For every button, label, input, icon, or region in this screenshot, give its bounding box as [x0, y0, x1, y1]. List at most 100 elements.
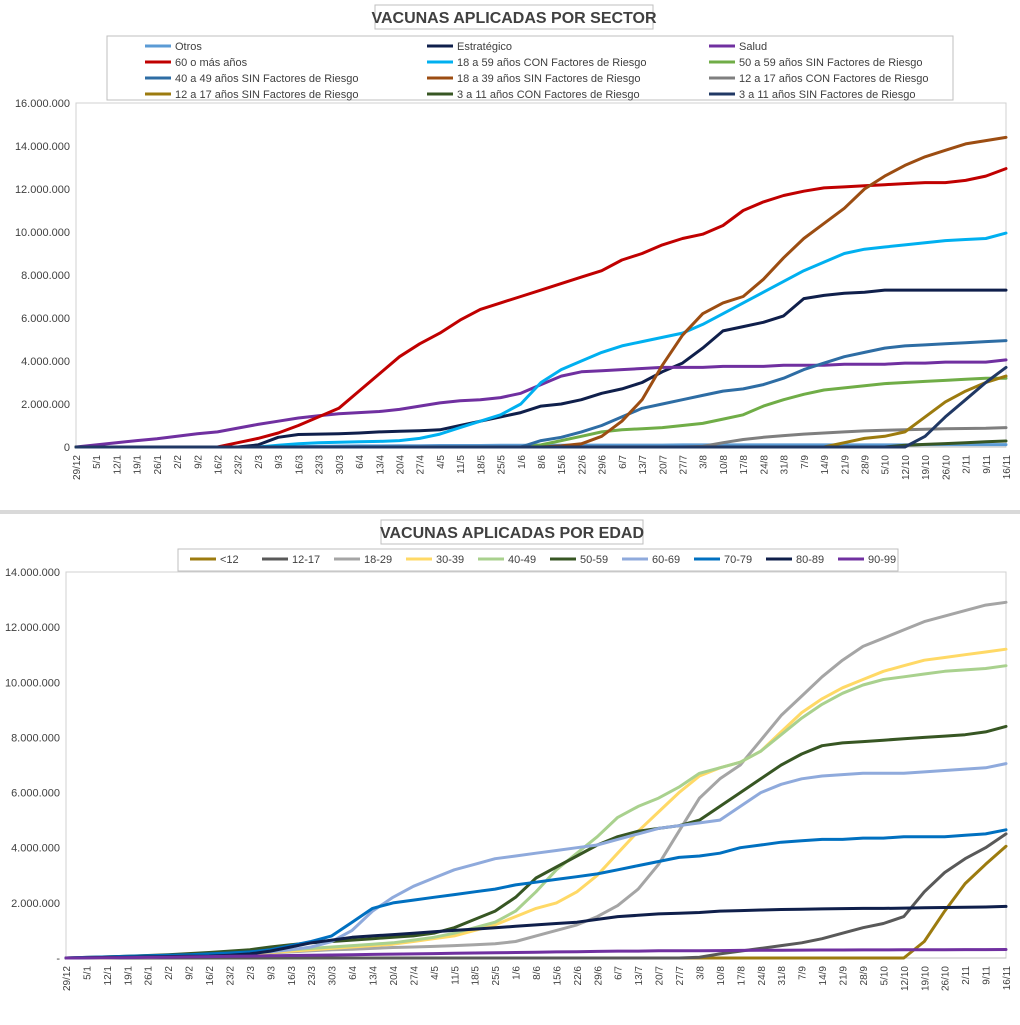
y-tick-label: 10.000.000 [5, 677, 60, 689]
x-tick-label: 31/8 [780, 455, 791, 475]
x-tick-label: 26/10 [941, 455, 952, 480]
x-tick-label: 12/10 [901, 455, 912, 480]
legend-label: 12 a 17 años CON Factores de Riesgo [739, 73, 929, 85]
x-tick-label: 20/7 [658, 455, 669, 475]
x-tick-label: 9/3 [274, 455, 285, 469]
y-tick-label: 12.000.000 [5, 622, 60, 634]
legend-label: Otros [175, 41, 202, 53]
x-tick-label: 27/4 [416, 455, 427, 475]
x-tick-label: 23/3 [307, 966, 318, 986]
x-tick-label: 13/7 [638, 455, 649, 475]
legend-label: 18-29 [364, 554, 392, 566]
x-tick-label: 13/4 [369, 966, 380, 986]
plot-area [75, 102, 1007, 448]
x-tick-label: 18/5 [476, 455, 487, 475]
x-tick-label: 14/9 [820, 455, 831, 475]
x-tick-label: 27/7 [675, 966, 686, 986]
x-tick-label: 9/11 [982, 966, 993, 985]
x-tick-label: 8/6 [532, 966, 543, 980]
x-tick-label: 8/6 [537, 455, 548, 469]
x-tick-label: 15/6 [552, 966, 563, 986]
x-tick-label: 5/10 [879, 966, 890, 986]
x-tick-label: 6/7 [614, 966, 625, 980]
chart-title: VACUNAS APLICADAS POR EDAD [380, 525, 644, 542]
legend-label: 60-69 [652, 554, 680, 566]
x-tick-label: 29/6 [598, 455, 609, 475]
legend-label: 3 a 11 años SIN Factores de Riesgo [739, 89, 916, 101]
x-tick-label: 4/5 [436, 455, 447, 469]
legend-label: 3 a 11 años CON Factores de Riesgo [457, 89, 640, 101]
legend-label: Estratégico [457, 41, 512, 53]
x-tick-label: 30/3 [335, 455, 346, 475]
y-tick-label: 0 [64, 442, 70, 454]
x-tick-label: 2/3 [246, 966, 257, 980]
y-tick-label: 8.000.000 [11, 732, 60, 744]
legend-label: 80-89 [796, 554, 824, 566]
x-tick-label: 11/5 [456, 455, 467, 474]
x-tick-label: 17/8 [736, 966, 747, 986]
legend-label: 50-59 [580, 554, 608, 566]
x-tick-label: 14/9 [818, 966, 829, 986]
chart-title: VACUNAS APLICADAS POR SECTOR [371, 10, 657, 27]
legend-label: 40-49 [508, 554, 536, 566]
x-tick-label: 20/7 [655, 966, 666, 986]
legend-box [106, 35, 954, 101]
x-tick-label: 9/2 [185, 966, 196, 980]
x-tick-label: 26/10 [941, 966, 952, 991]
legend-label: 70-79 [724, 554, 752, 566]
x-tick-label: 2/2 [164, 966, 175, 980]
sector-chart: VACUNAS APLICADAS POR SECTOR Otros Estraté… [0, 0, 1020, 510]
x-tick-label: 29/6 [593, 966, 604, 986]
x-tick-label: 16/11 [1002, 966, 1013, 991]
x-tick-label: 28/9 [859, 966, 870, 986]
y-tick-label: 14.000.000 [15, 141, 70, 153]
chart-title-box [374, 4, 654, 30]
x-tick-label: 15/6 [557, 455, 568, 475]
x-tick-label: 16/3 [287, 966, 298, 986]
x-tick-label: 18/5 [471, 966, 482, 986]
y-tick-label: 2.000.000 [11, 898, 60, 910]
x-tick-label: 25/5 [497, 455, 508, 475]
x-tick-label: 17/8 [739, 455, 750, 475]
y-tick-label: 10.000.000 [15, 227, 70, 239]
x-tick-label: 1/6 [517, 455, 528, 469]
x-tick-label: 13/4 [375, 455, 386, 475]
x-tick-label: 19/1 [133, 455, 144, 475]
x-tick-label: 22/6 [577, 455, 588, 475]
series-line [64, 828, 1008, 960]
legend-label: <12 [220, 554, 239, 566]
x-tick-label: 26/1 [144, 966, 155, 986]
y-tick-label: 6.000.000 [21, 313, 70, 325]
series-line [64, 724, 1008, 960]
y-tick-label: 6.000.000 [11, 788, 60, 800]
x-tick-label: 6/7 [618, 455, 629, 469]
x-tick-label: 10/8 [716, 966, 727, 986]
y-tick-label: 4.000.000 [21, 356, 70, 368]
x-tick-label: 6/4 [355, 455, 366, 469]
x-tick-label: 16/2 [205, 966, 216, 986]
x-tick-label: 1/6 [512, 966, 523, 980]
legend-label: 90-99 [868, 554, 896, 566]
legend-label: 50 a 59 años SIN Factores de Riesgo [739, 57, 922, 69]
x-tick-label: 27/4 [409, 966, 420, 986]
y-tick-label: 16.000.000 [15, 98, 70, 110]
x-tick-label: 12/1 [112, 455, 123, 475]
x-tick-label: 24/8 [759, 455, 770, 475]
x-tick-label: 13/7 [634, 966, 645, 986]
x-tick-label: 30/3 [328, 966, 339, 986]
legend-label: 40 a 49 años SIN Factores de Riesgo [175, 73, 358, 85]
legend-label: 30-39 [436, 554, 464, 566]
x-tick-label: 16/2 [214, 455, 225, 475]
x-tick-label: 12/1 [103, 966, 114, 986]
x-tick-label: 7/9 [798, 966, 809, 980]
x-tick-label: 11/5 [450, 966, 461, 985]
y-tick-label: 4.000.000 [11, 843, 60, 855]
x-tick-label: 4/5 [430, 966, 441, 980]
age-chart: VACUNAS APLICADAS POR EDAD <12 12-17 18-29 3… [0, 514, 1020, 1025]
legend-label: Salud [739, 41, 767, 53]
x-tick-label: 31/8 [777, 966, 788, 986]
x-tick-label: 19/1 [123, 966, 134, 986]
y-tick-label: 8.000.000 [21, 270, 70, 282]
x-tick-label: 29/12 [72, 455, 83, 480]
